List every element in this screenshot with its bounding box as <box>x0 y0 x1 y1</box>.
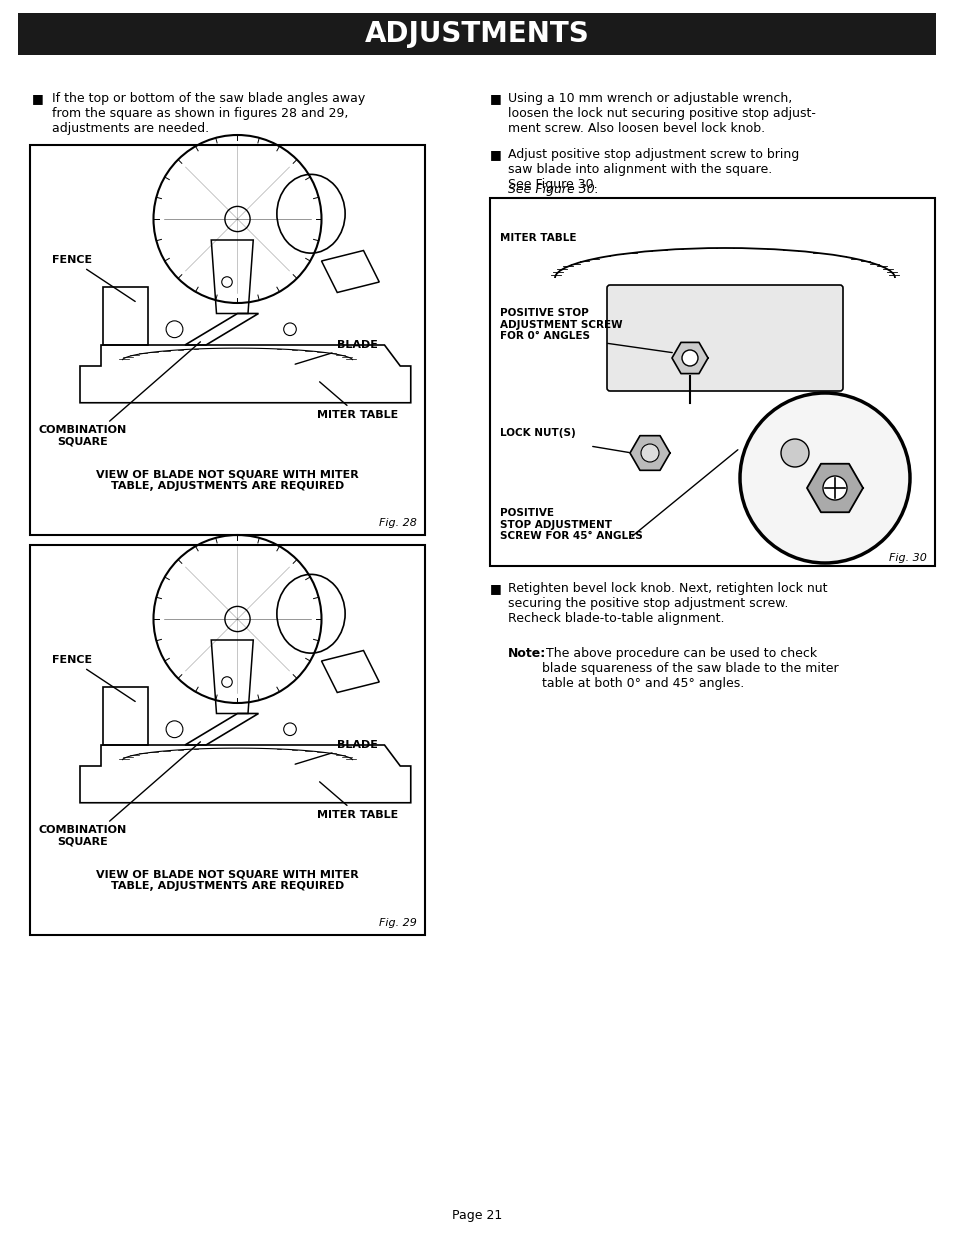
Polygon shape <box>629 436 669 471</box>
Text: LOCK NUT(S): LOCK NUT(S) <box>499 429 576 438</box>
Bar <box>30 545 424 935</box>
Circle shape <box>781 438 808 467</box>
Text: ■: ■ <box>490 91 501 105</box>
Text: ■: ■ <box>490 148 501 161</box>
Circle shape <box>681 350 698 366</box>
Text: ■: ■ <box>32 91 44 105</box>
Text: Fig. 28: Fig. 28 <box>378 517 416 529</box>
Bar <box>30 144 424 535</box>
Text: POSITIVE STOP
ADJUSTMENT SCREW
FOR 0° ANGLES: POSITIVE STOP ADJUSTMENT SCREW FOR 0° AN… <box>499 308 622 341</box>
Text: POSITIVE
STOP ADJUSTMENT
SCREW FOR 45° ANGLES: POSITIVE STOP ADJUSTMENT SCREW FOR 45° A… <box>499 508 642 541</box>
Text: See Figure 30.: See Figure 30. <box>507 183 598 196</box>
Text: ADJUSTMENTS: ADJUSTMENTS <box>364 20 589 48</box>
Circle shape <box>822 475 846 500</box>
FancyBboxPatch shape <box>606 285 842 391</box>
Text: Note:: Note: <box>507 647 546 659</box>
Text: BLADE: BLADE <box>294 340 378 364</box>
Text: MITER TABLE: MITER TABLE <box>317 382 398 420</box>
Bar <box>490 198 934 566</box>
Text: MITER TABLE: MITER TABLE <box>499 233 576 243</box>
Text: Adjust positive stop adjustment screw to bring
saw blade into alignment with the: Adjust positive stop adjustment screw to… <box>507 148 799 191</box>
Text: ■: ■ <box>490 582 501 595</box>
Polygon shape <box>671 342 707 374</box>
Text: FENCE: FENCE <box>52 254 135 301</box>
Text: Fig. 30: Fig. 30 <box>888 553 926 563</box>
Bar <box>18 14 935 56</box>
Text: FENCE: FENCE <box>52 655 135 701</box>
Circle shape <box>740 393 909 563</box>
Text: BLADE: BLADE <box>294 740 378 764</box>
Text: Retighten bevel lock knob. Next, retighten lock nut
securing the positive stop a: Retighten bevel lock knob. Next, retight… <box>507 582 826 625</box>
Text: MITER TABLE: MITER TABLE <box>317 782 398 820</box>
Text: Page 21: Page 21 <box>452 1209 501 1221</box>
Text: If the top or bottom of the saw blade angles away
from the square as shown in fi: If the top or bottom of the saw blade an… <box>52 91 365 135</box>
Circle shape <box>640 445 659 462</box>
Text: Fig. 29: Fig. 29 <box>378 918 416 927</box>
Text: The above procedure can be used to check
blade squareness of the saw blade to th: The above procedure can be used to check… <box>541 647 838 690</box>
Text: VIEW OF BLADE NOT SQUARE WITH MITER
TABLE, ADJUSTMENTS ARE REQUIRED: VIEW OF BLADE NOT SQUARE WITH MITER TABL… <box>96 869 358 890</box>
Polygon shape <box>806 464 862 513</box>
Text: COMBINATION
SQUARE: COMBINATION SQUARE <box>38 825 127 847</box>
Text: Using a 10 mm wrench or adjustable wrench,
loosen the lock nut securing positive: Using a 10 mm wrench or adjustable wrenc… <box>507 91 815 135</box>
Text: COMBINATION
SQUARE: COMBINATION SQUARE <box>38 425 127 447</box>
Text: VIEW OF BLADE NOT SQUARE WITH MITER
TABLE, ADJUSTMENTS ARE REQUIRED: VIEW OF BLADE NOT SQUARE WITH MITER TABL… <box>96 469 358 490</box>
